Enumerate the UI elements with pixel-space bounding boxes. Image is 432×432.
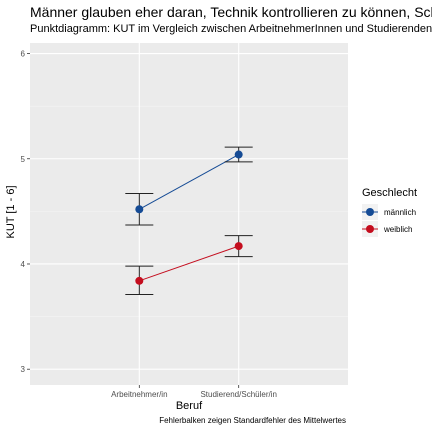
y-tick-label: 4 (21, 260, 26, 269)
series-2 (125, 235, 253, 296)
y-tick-label: 3 (21, 365, 26, 374)
legend-label: weiblich (383, 225, 412, 234)
legend-key-point (366, 225, 374, 233)
legend-item: männlich (362, 204, 416, 220)
plot-panel (30, 43, 348, 385)
series-layer (125, 146, 253, 296)
chart-caption: Fehlerbalken zeigen Standardfehler des M… (159, 416, 346, 425)
x-tick-label: Studierend/Schüler/in (200, 390, 277, 399)
y-tick-label: 5 (21, 155, 26, 164)
legend: Geschlecht männlich weiblich (362, 187, 417, 237)
x-tick-label: Arbeitnehmer/in (111, 390, 167, 399)
data-point (234, 242, 243, 251)
series-line (139, 245, 239, 282)
y-axis-title: KUT [1 - 6] (5, 186, 17, 239)
series-line (139, 154, 239, 210)
y-tick-label: 6 (21, 50, 26, 59)
series-1 (125, 146, 253, 226)
legend-label: männlich (384, 208, 416, 217)
x-axis: Arbeitnehmer/in Studierend/Schüler/in (111, 385, 277, 399)
legend-items: männlich weiblich (362, 204, 416, 237)
chart-subtitle: Punktdiagramm: KUT im Vergleich zwischen… (30, 23, 432, 35)
legend-item: weiblich (362, 221, 412, 237)
data-point (135, 276, 144, 285)
data-point (135, 205, 144, 214)
data-point (234, 150, 243, 159)
y-axis: 3 4 5 6 (21, 50, 30, 374)
legend-title: Geschlecht (362, 187, 417, 199)
x-axis-title: Beruf (176, 400, 203, 412)
legend-key-point (366, 208, 374, 216)
chart-title: Männer glauben eher daran, Technik kontr… (30, 4, 432, 20)
